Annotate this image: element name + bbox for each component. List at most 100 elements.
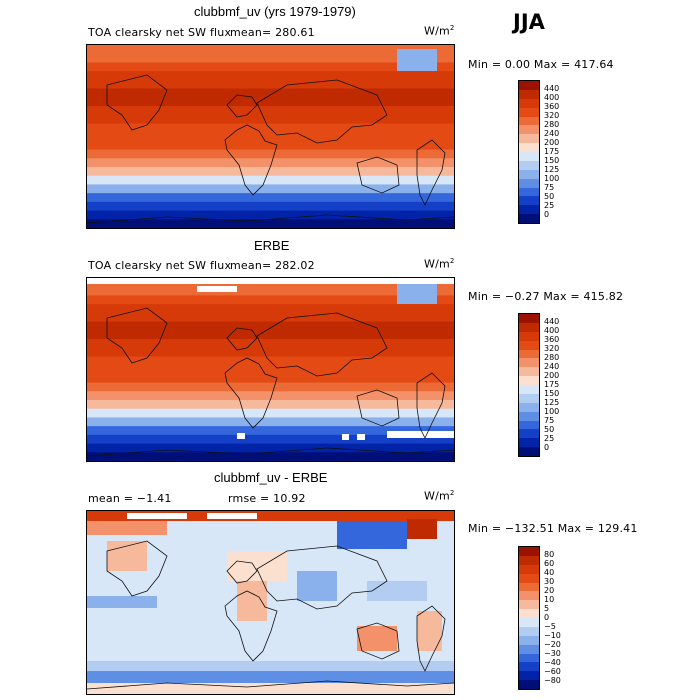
map-band xyxy=(87,45,454,55)
coast-south-america xyxy=(416,139,446,206)
map-band xyxy=(87,53,454,64)
colorbar-swatch xyxy=(519,600,539,610)
coast-australia xyxy=(356,622,400,660)
map-band xyxy=(87,114,454,125)
colorbar-tick-label: 320 xyxy=(544,344,560,353)
map-band xyxy=(87,219,454,228)
colorbar-swatch xyxy=(519,125,539,135)
map-band xyxy=(87,452,454,461)
colorbar-tick-label: 0 xyxy=(544,613,550,622)
panel3-mean: mean = −1.41 xyxy=(88,492,172,505)
colorbar-swatch xyxy=(519,653,539,663)
coast-europe xyxy=(226,94,258,118)
colorbar-swatch xyxy=(519,671,539,681)
coast-south-america xyxy=(416,605,446,672)
colorbar-tick-label: −30 xyxy=(544,649,561,658)
colorbar-tick-label: 75 xyxy=(544,416,555,425)
colorbar-swatch xyxy=(519,169,539,179)
map-band xyxy=(87,382,454,392)
map-band xyxy=(87,426,454,436)
map-band xyxy=(87,312,454,323)
coast-antarctica xyxy=(87,447,454,457)
colorbar-swatch xyxy=(519,187,539,197)
map-band xyxy=(87,167,454,177)
colorbar-tick-label: 175 xyxy=(544,147,560,156)
map-band xyxy=(87,373,454,384)
colorbar-tick-label: 75 xyxy=(544,183,555,192)
colorbar-tick-label: 280 xyxy=(544,353,560,362)
colorbar-swatch xyxy=(519,376,539,385)
map-band xyxy=(87,347,454,358)
colorbar-tick-label: 80 xyxy=(544,550,555,559)
colorbar-tick-label: 200 xyxy=(544,371,560,380)
colorbar-swatch xyxy=(519,644,539,654)
colorbar-tick-label: 125 xyxy=(544,165,560,174)
colorbar-swatch xyxy=(519,152,539,161)
coast-africa xyxy=(224,590,278,662)
colorbar-swatch xyxy=(519,618,539,627)
colorbar-swatch xyxy=(519,582,539,592)
panel1-colorbar xyxy=(518,80,540,224)
panel1-mean: mean= 280.61 xyxy=(230,26,315,39)
coast-asia xyxy=(256,312,388,377)
map-band xyxy=(87,158,454,168)
panel3-anomalies xyxy=(87,511,454,694)
map-band xyxy=(87,97,454,107)
colorbar-swatch xyxy=(519,98,539,108)
map-band xyxy=(87,417,454,427)
colorbar-tick-label: 150 xyxy=(544,389,560,398)
colorbar-tick-label: −10 xyxy=(544,631,561,640)
map-band xyxy=(87,391,454,401)
map-band xyxy=(87,210,454,220)
coast-antarctica xyxy=(87,680,454,690)
map-band xyxy=(87,106,454,116)
colorbar-tick-label: 25 xyxy=(544,201,555,210)
colorbar-swatch xyxy=(519,178,539,188)
colorbar-swatch xyxy=(519,134,539,144)
coast-australia xyxy=(356,156,400,194)
panel1-bands xyxy=(87,45,454,228)
colorbar-swatch xyxy=(519,107,539,117)
map-band xyxy=(87,295,454,305)
coast-north-america xyxy=(106,307,168,364)
panel3-colorbar xyxy=(518,546,540,690)
colorbar-swatch xyxy=(519,626,539,636)
colorbar-swatch xyxy=(519,411,539,421)
coast-asia xyxy=(256,545,388,610)
coast-asia xyxy=(256,79,388,144)
map-band xyxy=(87,184,454,194)
panel3-rmse: rmse = 10.92 xyxy=(228,492,306,505)
colorbar-swatch xyxy=(519,116,539,126)
colorbar-swatch xyxy=(519,214,539,223)
panel3-minmax: Min = −132.51 Max = 129.41 xyxy=(468,522,638,535)
colorbar-tick-label: 360 xyxy=(544,335,560,344)
colorbar-tick-label: 280 xyxy=(544,120,560,129)
colorbar-swatch xyxy=(519,205,539,215)
colorbar-tick-label: 5 xyxy=(544,604,550,613)
panel1-coastlines xyxy=(87,74,454,224)
colorbar-swatch xyxy=(519,81,539,90)
panel3-title: clubbmf_uv - ERBE xyxy=(214,470,328,485)
panel2-coastlines xyxy=(87,307,454,457)
coast-africa xyxy=(224,124,278,196)
map-band xyxy=(87,365,454,375)
colorbar-tick-label: 60 xyxy=(544,559,555,568)
colorbar-tick-label: 440 xyxy=(544,317,560,326)
panel2-minmax: Min = −0.27 Max = 415.82 xyxy=(468,290,624,303)
panel1-units: W/m2 xyxy=(424,24,455,38)
panel2-missing-data xyxy=(87,278,454,440)
colorbar-tick-label: 240 xyxy=(544,129,560,138)
colorbar-tick-label: 175 xyxy=(544,380,560,389)
map-band xyxy=(87,132,454,142)
map-band xyxy=(87,193,454,203)
panel2-map-svg xyxy=(87,278,454,461)
coast-australia xyxy=(356,389,400,427)
map-band xyxy=(87,286,454,297)
map-greenland-patch xyxy=(397,49,437,71)
colorbar-tick-label: 50 xyxy=(544,425,555,434)
colorbar-swatch xyxy=(519,385,539,394)
colorbar-tick-label: 320 xyxy=(544,111,560,120)
colorbar-tick-label: 150 xyxy=(544,156,560,165)
colorbar-swatch xyxy=(519,340,539,350)
colorbar-tick-label: 30 xyxy=(544,577,555,586)
